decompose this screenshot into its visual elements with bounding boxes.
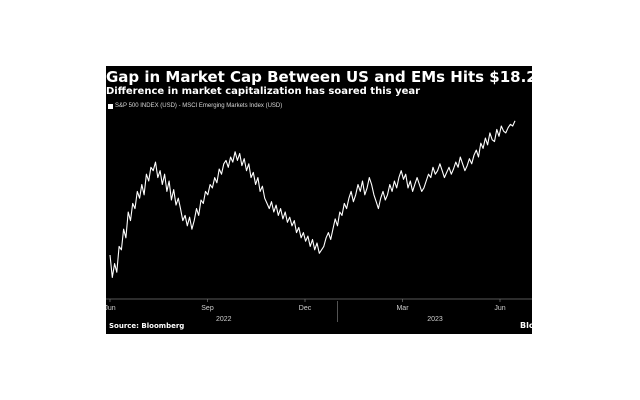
brand-mark: Blo xyxy=(520,321,532,330)
series-line xyxy=(109,120,516,278)
legend-label: S&P 500 INDEX (USD) - MSCI Emerging Mark… xyxy=(115,103,283,109)
x-tick-label: Jun xyxy=(494,305,505,312)
x-tick-label: Jun xyxy=(106,305,116,312)
chart-panel: Gap in Market Cap Between US and EMs Hit… xyxy=(106,66,532,334)
chart-subtitle: Difference in market capitalization has … xyxy=(106,86,421,97)
chart-title: Gap in Market Cap Between US and EMs Hit… xyxy=(106,68,532,86)
plot-area: Jun Sep Dec Mar Jun 2022 2023 xyxy=(106,120,532,323)
year-label: 2023 xyxy=(427,316,443,323)
legend-swatch xyxy=(108,103,113,109)
legend: S&P 500 INDEX (USD) - MSCI Emerging Mark… xyxy=(108,103,282,109)
x-tick-label: Mar xyxy=(396,305,409,312)
year-label: 2022 xyxy=(216,316,232,323)
x-tick-label: Sep xyxy=(201,305,214,312)
x-tick-label: Dec xyxy=(299,305,312,312)
source-note: Source: Bloomberg xyxy=(109,322,185,330)
